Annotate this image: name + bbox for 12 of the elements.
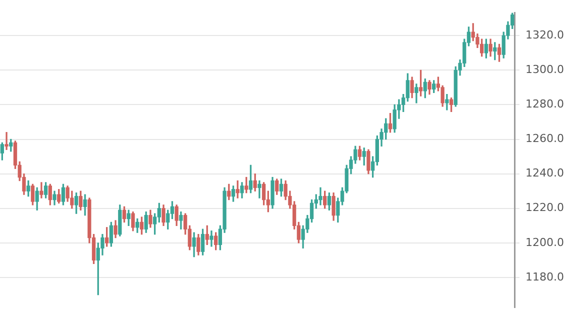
y-tick-label: 1220.0 [526, 201, 564, 214]
y-tick-label: 1200.0 [526, 236, 564, 249]
candlestick [318, 187, 322, 206]
y-tick-label: 1300.0 [526, 63, 564, 76]
y-tick-label: 1280.0 [526, 98, 564, 111]
candlestick [40, 182, 44, 198]
y-tick-label: 1260.0 [526, 132, 564, 146]
candlestick [4, 132, 8, 150]
y-tick-label: 1180.0 [526, 270, 564, 284]
y-tick-label: 1240.0 [526, 166, 564, 180]
y-tick-label: 1320.0 [526, 28, 564, 42]
candlestick [258, 180, 262, 198]
